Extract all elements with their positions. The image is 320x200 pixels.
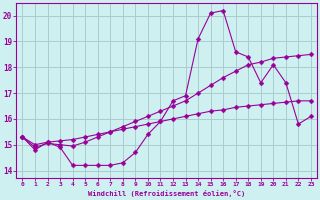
X-axis label: Windchill (Refroidissement éolien,°C): Windchill (Refroidissement éolien,°C) xyxy=(88,190,245,197)
